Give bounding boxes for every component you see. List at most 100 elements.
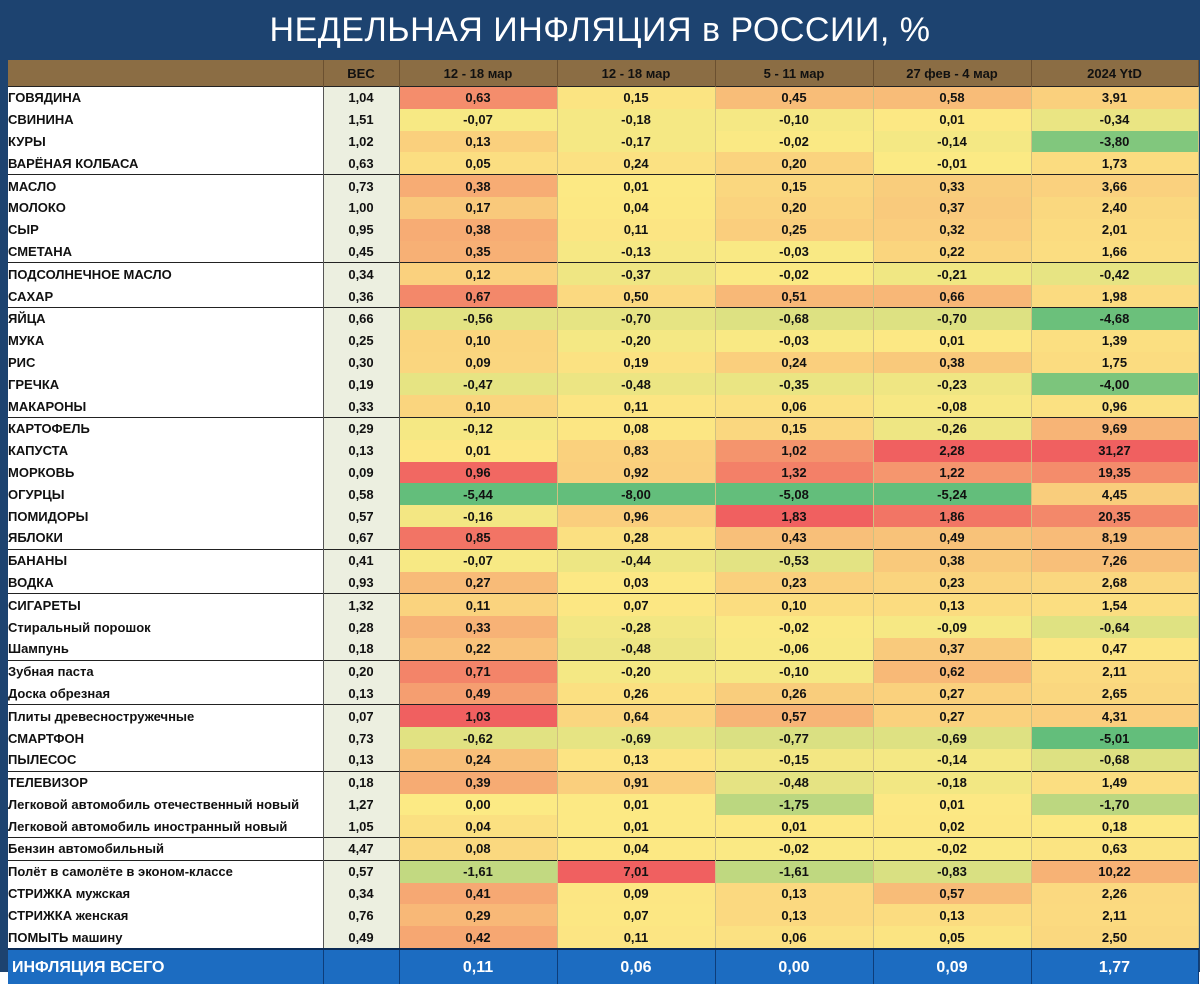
value-cell-week-3: 0,24	[715, 352, 873, 374]
value-cell-week-3: 0,10	[715, 594, 873, 616]
value-cell-week-3: -0,68	[715, 307, 873, 329]
value-cell-week-2: 0,09	[557, 883, 715, 905]
row-weight: 0,18	[323, 638, 399, 660]
row-label: МОЛОКО	[8, 197, 323, 219]
value-cell-week-4: 2,28	[873, 440, 1031, 462]
row-weight: 0,49	[323, 926, 399, 949]
value-cell-ytd: 1,75	[1031, 352, 1198, 374]
value-cell-ytd: 1,49	[1031, 771, 1198, 793]
value-cell-week-1: 0,09	[399, 352, 557, 374]
row-label: СВИНИНА	[8, 109, 323, 131]
value-cell-week-1: -0,07	[399, 109, 557, 131]
value-cell-week-1: 0,85	[399, 527, 557, 549]
value-cell-week-3: -0,53	[715, 549, 873, 571]
value-cell-week-1: 0,13	[399, 131, 557, 153]
row-label: Легковой автомобиль отечественный новый	[8, 794, 323, 816]
value-cell-week-4: -0,14	[873, 749, 1031, 771]
value-cell-week-3: 1,32	[715, 462, 873, 484]
row-label: ВОДКА	[8, 572, 323, 594]
value-cell-ytd: 2,50	[1031, 926, 1198, 949]
value-cell-week-3: 0,15	[715, 175, 873, 197]
value-cell-ytd: 31,27	[1031, 440, 1198, 462]
value-cell-week-3: 0,20	[715, 197, 873, 219]
value-cell-week-3: -1,75	[715, 794, 873, 816]
total-value-week-3: 0,00	[715, 949, 873, 984]
value-cell-ytd: 2,65	[1031, 683, 1198, 705]
value-cell-week-1: 0,33	[399, 616, 557, 638]
value-cell-ytd: 9,69	[1031, 417, 1198, 439]
row-weight: 1,02	[323, 131, 399, 153]
header-cell-week-3: 5 - 11 мар	[715, 60, 873, 87]
total-value-week-1: 0,11	[399, 949, 557, 984]
value-cell-week-4: 0,27	[873, 683, 1031, 705]
row-weight: 1,05	[323, 815, 399, 837]
value-cell-week-1: -0,56	[399, 307, 557, 329]
value-cell-week-1: 0,35	[399, 241, 557, 263]
value-cell-week-3: -0,02	[715, 263, 873, 285]
value-cell-week-4: 0,38	[873, 549, 1031, 571]
total-label: ИНФЛЯЦИЯ ВСЕГО	[8, 949, 323, 984]
value-cell-week-1: -0,47	[399, 373, 557, 395]
value-cell-week-4: -0,02	[873, 838, 1031, 861]
value-cell-week-3: -5,08	[715, 483, 873, 505]
value-cell-week-1: 0,01	[399, 440, 557, 462]
value-cell-week-3: -0,15	[715, 749, 873, 771]
value-cell-week-2: 0,04	[557, 838, 715, 861]
value-cell-week-1: 0,71	[399, 660, 557, 682]
value-cell-week-4: 0,01	[873, 109, 1031, 131]
row-label: МАКАРОНЫ	[8, 395, 323, 417]
value-cell-week-1: 0,12	[399, 263, 557, 285]
value-cell-week-1: 0,27	[399, 572, 557, 594]
value-cell-week-2: 0,11	[557, 926, 715, 949]
row-weight: 0,34	[323, 263, 399, 285]
row-label: СМАРТФОН	[8, 727, 323, 749]
row-weight: 0,28	[323, 616, 399, 638]
value-cell-week-2: -0,17	[557, 131, 715, 153]
value-cell-week-2: 0,13	[557, 749, 715, 771]
value-cell-week-4: -0,23	[873, 373, 1031, 395]
value-cell-ytd: -4,68	[1031, 307, 1198, 329]
row-weight: 0,30	[323, 352, 399, 374]
row-weight: 0,07	[323, 705, 399, 727]
row-label: ОГУРЦЫ	[8, 483, 323, 505]
value-cell-ytd: 3,66	[1031, 175, 1198, 197]
value-cell-week-1: 0,22	[399, 638, 557, 660]
row-weight: 0,63	[323, 152, 399, 174]
row-weight: 0,34	[323, 883, 399, 905]
value-cell-week-4: -0,21	[873, 263, 1031, 285]
value-cell-week-2: -0,69	[557, 727, 715, 749]
value-cell-week-2: 0,91	[557, 771, 715, 793]
value-cell-week-3: -0,06	[715, 638, 873, 660]
value-cell-week-2: -0,44	[557, 549, 715, 571]
value-cell-week-2: 0,03	[557, 572, 715, 594]
value-cell-week-4: 0,02	[873, 815, 1031, 837]
value-cell-week-2: -8,00	[557, 483, 715, 505]
value-cell-week-3: 0,25	[715, 219, 873, 241]
value-cell-week-4: 1,86	[873, 505, 1031, 527]
row-label: ВАРЁНАЯ КОЛБАСА	[8, 152, 323, 174]
value-cell-week-2: -0,20	[557, 330, 715, 352]
value-cell-ytd: -1,70	[1031, 794, 1198, 816]
inflation-table: ВЕС 12 - 18 мар 12 - 18 мар 5 - 11 мар 2…	[8, 60, 1199, 984]
header-row: ВЕС 12 - 18 мар 12 - 18 мар 5 - 11 мар 2…	[8, 60, 1198, 87]
row-weight: 4,47	[323, 838, 399, 861]
value-cell-ytd: -0,64	[1031, 616, 1198, 638]
value-cell-week-4: 0,27	[873, 705, 1031, 727]
row-label: СИГАРЕТЫ	[8, 594, 323, 616]
row-weight: 0,36	[323, 285, 399, 307]
value-cell-week-3: -0,35	[715, 373, 873, 395]
